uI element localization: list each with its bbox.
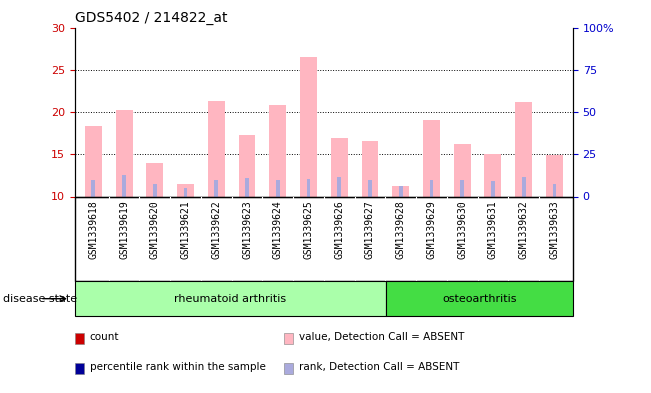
Bar: [184, 188, 187, 196]
Bar: [331, 138, 348, 196]
Bar: [522, 177, 525, 196]
Bar: [245, 178, 249, 196]
Text: disease state: disease state: [3, 294, 77, 304]
Text: GSM1339630: GSM1339630: [457, 201, 467, 259]
Text: GDS5402 / 214822_at: GDS5402 / 214822_at: [75, 11, 227, 25]
Bar: [146, 163, 163, 196]
Bar: [553, 184, 557, 196]
Bar: [116, 110, 133, 196]
Bar: [484, 154, 501, 196]
Bar: [460, 180, 464, 196]
Bar: [214, 180, 218, 196]
Text: osteoarthritis: osteoarthritis: [442, 294, 517, 304]
Bar: [491, 181, 495, 196]
Text: GSM1339622: GSM1339622: [212, 201, 221, 259]
Text: GSM1339631: GSM1339631: [488, 201, 498, 259]
Bar: [386, 281, 573, 316]
Text: GSM1339628: GSM1339628: [396, 201, 406, 259]
Bar: [238, 135, 255, 196]
Text: rank, Detection Call = ABSENT: rank, Detection Call = ABSENT: [299, 362, 460, 373]
Bar: [75, 363, 84, 374]
Bar: [153, 184, 157, 196]
Bar: [430, 180, 434, 196]
Bar: [85, 127, 102, 196]
Bar: [75, 281, 386, 316]
Bar: [284, 363, 293, 374]
Bar: [208, 101, 225, 196]
Text: GSM1339623: GSM1339623: [242, 201, 252, 259]
Text: value, Detection Call = ABSENT: value, Detection Call = ABSENT: [299, 332, 464, 342]
Bar: [91, 180, 95, 196]
Bar: [284, 333, 293, 344]
Text: GSM1339626: GSM1339626: [334, 201, 344, 259]
Bar: [300, 57, 317, 196]
Text: count: count: [90, 332, 119, 342]
Text: GSM1339621: GSM1339621: [180, 201, 191, 259]
Bar: [270, 105, 286, 196]
Bar: [515, 102, 532, 196]
Text: GSM1339627: GSM1339627: [365, 201, 375, 259]
Bar: [361, 141, 378, 196]
Bar: [276, 180, 280, 196]
Bar: [423, 120, 440, 196]
Text: GSM1339619: GSM1339619: [119, 201, 129, 259]
Bar: [177, 184, 194, 196]
Text: GSM1339629: GSM1339629: [426, 201, 436, 259]
Bar: [454, 144, 471, 196]
Text: GSM1339624: GSM1339624: [273, 201, 283, 259]
Bar: [546, 155, 563, 196]
Bar: [368, 180, 372, 196]
Bar: [307, 179, 311, 196]
Text: GSM1339625: GSM1339625: [303, 201, 314, 259]
Text: GSM1339620: GSM1339620: [150, 201, 159, 259]
Bar: [399, 186, 402, 196]
Text: rheumatoid arthritis: rheumatoid arthritis: [174, 294, 286, 304]
Text: GSM1339632: GSM1339632: [519, 201, 529, 259]
Bar: [393, 185, 409, 196]
Text: GSM1339618: GSM1339618: [89, 201, 98, 259]
Text: GSM1339633: GSM1339633: [549, 201, 559, 259]
Text: percentile rank within the sample: percentile rank within the sample: [90, 362, 266, 373]
Bar: [337, 177, 341, 196]
Bar: [75, 333, 84, 344]
Bar: [122, 175, 126, 196]
